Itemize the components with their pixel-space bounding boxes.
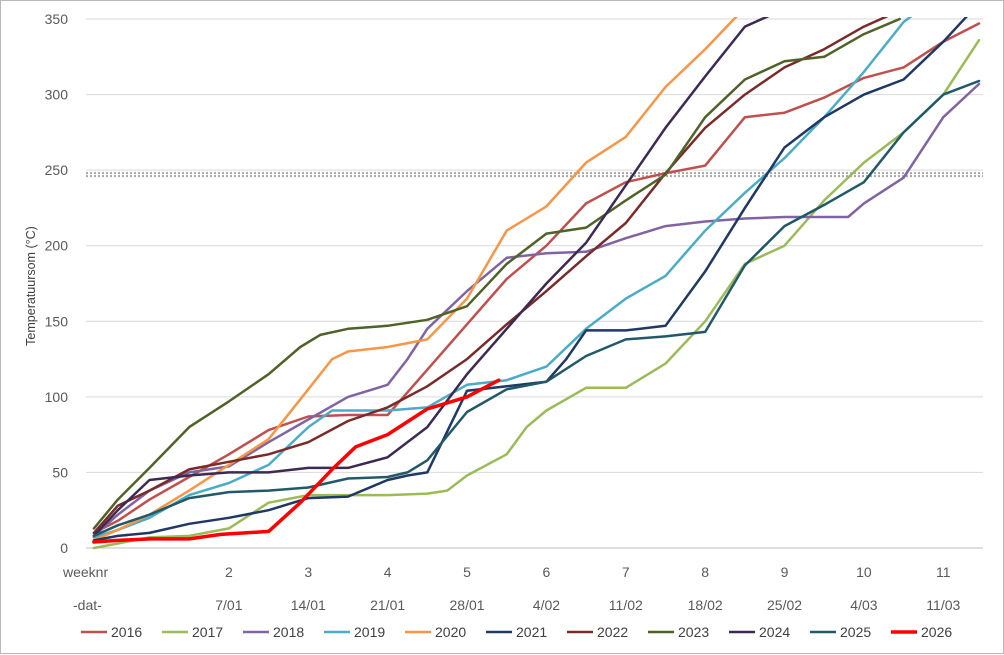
legend-label-2021: 2021 — [516, 624, 547, 640]
date-row-label: -dat- — [73, 597, 102, 613]
legend-label-2023: 2023 — [678, 624, 709, 640]
legend-label-2024: 2024 — [759, 624, 790, 640]
series-lines — [92, 17, 981, 550]
y-tick-label: 50 — [52, 464, 68, 480]
x-week-tick-label: 8 — [701, 564, 709, 580]
x-week-tick-label: 11 — [936, 564, 951, 580]
y-tick-label: 350 — [45, 11, 69, 27]
x-week-tick-label: 3 — [304, 564, 312, 580]
y-tick-label: 300 — [45, 87, 69, 103]
x-date-tick-label: 4/03 — [850, 597, 877, 613]
legend-label-2022: 2022 — [597, 624, 628, 640]
x-week-tick-label: 2 — [225, 564, 233, 580]
y-axis-label: Temperatuursom (°C) — [24, 226, 38, 346]
x-week-tick-label: 7 — [622, 564, 630, 580]
series-line-2024 — [92, 17, 770, 538]
series-line-2020 — [92, 17, 738, 542]
y-tick-label: 250 — [45, 162, 69, 178]
y-tick-label: 200 — [45, 238, 69, 254]
x-date-tick-label: 25/02 — [767, 597, 802, 613]
x-date-tick-label: 11/03 — [926, 597, 960, 613]
legend-label-2025: 2025 — [840, 624, 871, 640]
series-line-2025 — [92, 79, 981, 538]
x-week-tick-label: 6 — [543, 564, 551, 580]
x-date-tick-label: 28/01 — [450, 597, 485, 613]
series-line-2021 — [92, 17, 968, 542]
series-line-2022 — [92, 17, 889, 535]
legend-label-2019: 2019 — [354, 624, 385, 640]
x-date-tick-label: 11/02 — [609, 597, 643, 613]
x-week-tick-label: 5 — [463, 564, 471, 580]
x-date-tick-label: 18/02 — [688, 597, 723, 613]
legend-label-2026: 2026 — [921, 624, 952, 640]
series-line-2019 — [92, 17, 913, 539]
legend: 2016 2017 2018 2019 2020 2021 2022 2023 2024 2025… — [81, 624, 952, 640]
x-week-tick-label: 10 — [856, 564, 872, 580]
x-date-tick-label: 14/01 — [291, 597, 326, 613]
series-line-2026 — [92, 378, 501, 544]
axes: Temperatuursom (°C) weeknr -dat- 0 50 100 1… — [24, 11, 961, 613]
threshold-line — [86, 172, 983, 178]
legend-label-2018: 2018 — [273, 624, 304, 640]
legend-label-2020: 2020 — [435, 624, 466, 640]
week-row-label: weeknr — [62, 564, 108, 580]
x-week-tick-label: 9 — [781, 564, 789, 580]
series-line-2016 — [92, 22, 981, 535]
y-tick-label: 0 — [60, 540, 68, 556]
x-date-tick-label: 4/02 — [533, 597, 560, 613]
y-tick-label: 150 — [45, 313, 69, 329]
series-line-2018 — [92, 82, 981, 538]
series-line-2023 — [92, 17, 901, 530]
y-tick-label: 100 — [45, 389, 69, 405]
legend-label-2017: 2017 — [192, 624, 223, 640]
x-week-tick-label: 4 — [384, 564, 392, 580]
x-date-tick-label: 7/01 — [215, 597, 242, 613]
x-date-tick-label: 21/01 — [370, 597, 405, 613]
legend-label-2016: 2016 — [111, 624, 142, 640]
